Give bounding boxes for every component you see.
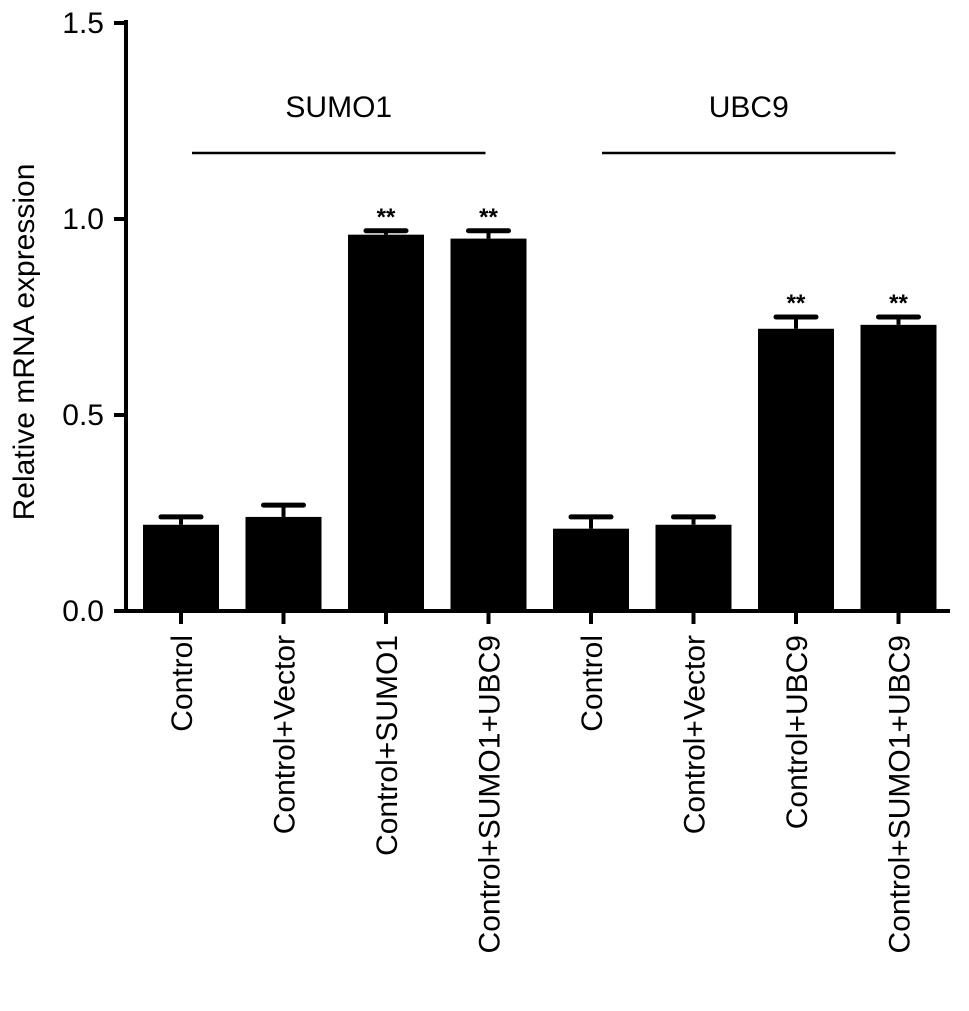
bar bbox=[450, 238, 527, 611]
error-bars bbox=[158, 228, 921, 529]
group-label: SUMO1 bbox=[285, 91, 392, 124]
x-tick-label: Control+SUMO1+UBC9 bbox=[474, 635, 507, 953]
bar bbox=[245, 516, 322, 611]
bar bbox=[143, 524, 219, 611]
significance-marker: ** bbox=[889, 290, 908, 317]
x-tick-label: Control+Vector bbox=[269, 635, 302, 834]
x-axis-labels: Control Control+Vector Control+SUMO1 Contro… bbox=[166, 611, 917, 953]
x-tick-label: Control+Vector bbox=[679, 635, 712, 834]
y-tick-label: 1.0 bbox=[62, 203, 104, 236]
significance-marker: ** bbox=[479, 204, 498, 231]
significance-marker: ** bbox=[377, 204, 396, 231]
y-axis: 0.0 0.5 1.0 1.5 bbox=[62, 7, 126, 628]
x-tick-label: Control bbox=[166, 635, 199, 732]
y-axis-title: Relative mRNA expression bbox=[8, 164, 41, 521]
bars bbox=[143, 234, 937, 611]
y-tick-label: 0.0 bbox=[62, 595, 104, 628]
x-tick-label: Control+UBC9 bbox=[781, 635, 814, 829]
bar bbox=[348, 234, 424, 611]
bar bbox=[860, 324, 937, 611]
bar bbox=[758, 328, 834, 611]
bar bbox=[553, 528, 629, 611]
x-tick-label: Control+SUMO1 bbox=[371, 635, 404, 856]
x-tick-label: Control+SUMO1+UBC9 bbox=[884, 635, 917, 953]
x-tick-label: Control bbox=[576, 635, 609, 732]
group-brackets: SUMO1 UBC9 bbox=[192, 91, 896, 155]
y-tick-label: 0.5 bbox=[62, 399, 104, 432]
y-tick-label: 1.5 bbox=[62, 7, 104, 40]
bar bbox=[655, 524, 732, 611]
significance-annotations: ** ** ** ** bbox=[377, 204, 909, 317]
significance-marker: ** bbox=[787, 290, 806, 317]
group-label: UBC9 bbox=[709, 91, 789, 124]
